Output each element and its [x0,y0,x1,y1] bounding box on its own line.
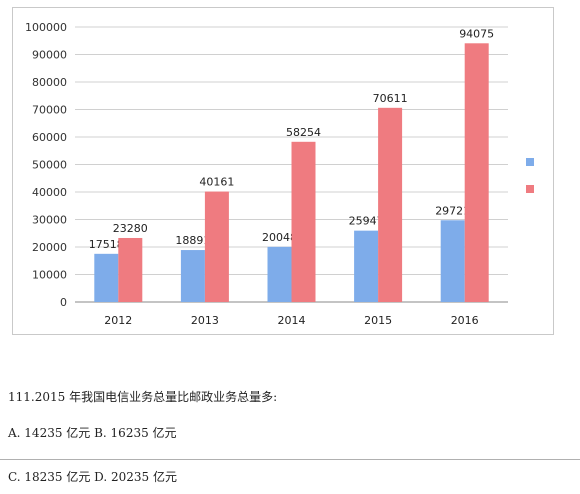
bar [267,246,292,302]
chart-frame: 0 10000 20000 30000 40000 50000 60000 70000 8000… [12,7,554,335]
y-tick-label: 50000 [32,159,67,172]
bar-chart: 0 10000 20000 30000 40000 50000 60000 70000 8000… [25,21,534,327]
data-label: 17518 [89,238,124,251]
y-tick-label: 100000 [25,21,67,34]
x-tick-label: 2016 [451,314,479,327]
bar [464,43,489,302]
options-a-b: A. 14235 亿元 B. 16235 亿元 [8,426,177,440]
question-text: 111.2015 年我国电信业务总量比邮政业务总量多: [8,390,278,404]
data-label: 18891 [175,234,210,247]
y-tick-label: 90000 [32,49,67,62]
bar [440,220,465,302]
x-tick-label: 2014 [278,314,306,327]
y-tick-label: 30000 [32,214,67,227]
data-label: 70611 [373,92,408,105]
data-label: 58254 [286,126,321,139]
bar [180,250,205,302]
y-tick-label: 60000 [32,131,67,144]
data-label: 23280 [113,222,148,235]
legend-swatch [526,158,534,166]
y-tick-label: 10000 [32,269,67,282]
x-tick-label: 2012 [104,314,132,327]
bar [354,230,379,302]
bar [378,107,403,302]
y-tick-label: 70000 [32,104,67,117]
data-label: 25947 [349,215,384,228]
x-tick-label: 2013 [191,314,219,327]
x-tick-label: 2015 [364,314,392,327]
bar [204,191,229,302]
data-label: 29721 [435,204,470,217]
divider [0,459,580,460]
y-tick-label: 40000 [32,186,67,199]
legend-swatch [526,185,534,193]
data-label: 20048 [262,231,297,244]
y-tick-label: 0 [60,296,67,309]
y-tick-label: 20000 [32,241,67,254]
data-label: 40161 [199,176,234,189]
bar [94,253,119,302]
y-tick-label: 80000 [32,76,67,89]
data-label: 94075 [459,27,494,40]
bar [118,237,143,302]
bar [291,141,316,302]
options-c-d: C. 18235 亿元 D. 20235 亿元 [8,470,177,484]
